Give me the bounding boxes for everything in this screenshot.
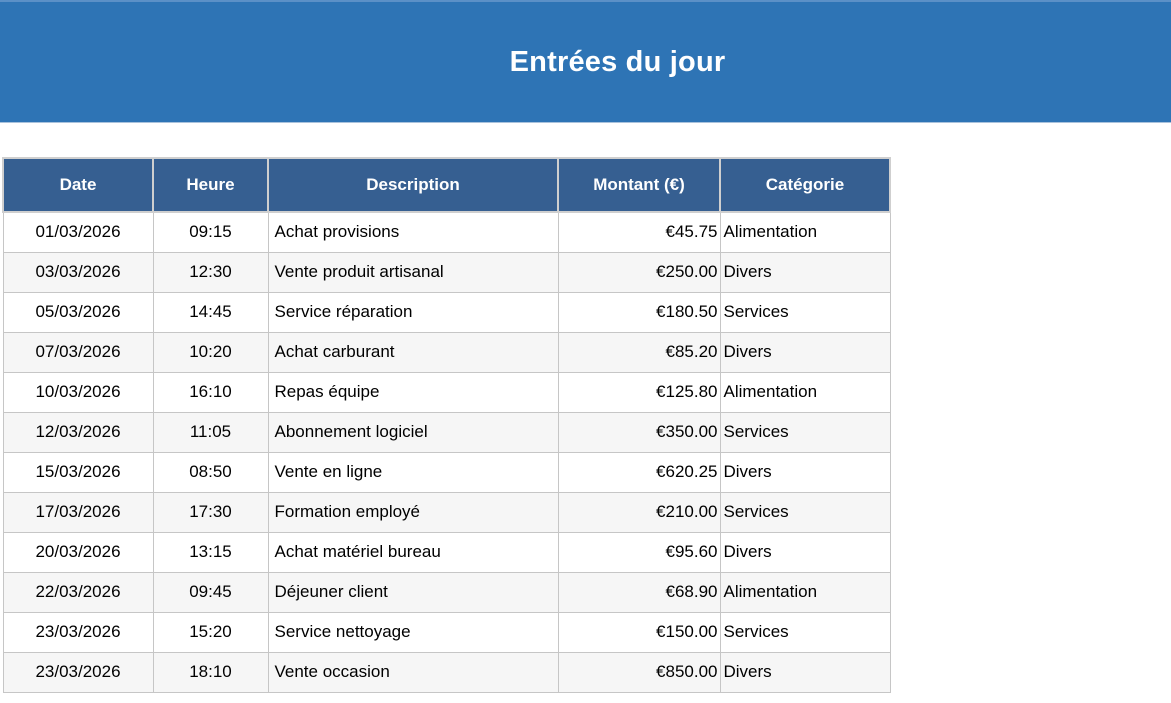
table-row: 12/03/2026 11:05 Abonnement logiciel €35… xyxy=(2,411,891,453)
cell-date: 15/03/2026 xyxy=(2,451,154,493)
table-header-row: Date Heure Description Montant (€) Catég… xyxy=(2,157,891,213)
cell-description: Service nettoyage xyxy=(267,611,559,653)
cell-description: Service réparation xyxy=(267,291,559,333)
cell-heure: 11:05 xyxy=(152,411,269,453)
table-row: 23/03/2026 18:10 Vente occasion €850.00 … xyxy=(2,651,891,693)
cell-categorie: Divers xyxy=(719,331,891,373)
cell-categorie: Services xyxy=(719,491,891,533)
cell-description: Achat provisions xyxy=(267,211,559,253)
cell-description: Formation employé xyxy=(267,491,559,533)
cell-heure: 12:30 xyxy=(152,251,269,293)
cell-montant: €250.00 xyxy=(557,251,721,293)
cell-montant: €85.20 xyxy=(557,331,721,373)
table-row: 20/03/2026 13:15 Achat matériel bureau €… xyxy=(2,531,891,573)
cell-categorie: Services xyxy=(719,291,891,333)
cell-description: Déjeuner client xyxy=(267,571,559,613)
cell-categorie: Divers xyxy=(719,651,891,693)
cell-heure: 08:50 xyxy=(152,451,269,493)
cell-heure: 13:15 xyxy=(152,531,269,573)
table-row: 07/03/2026 10:20 Achat carburant €85.20 … xyxy=(2,331,891,373)
table-row: 03/03/2026 12:30 Vente produit artisanal… xyxy=(2,251,891,293)
cell-description: Vente en ligne xyxy=(267,451,559,493)
cell-description: Achat matériel bureau xyxy=(267,531,559,573)
cell-montant: €45.75 xyxy=(557,211,721,253)
cell-categorie: Divers xyxy=(719,251,891,293)
cell-montant: €350.00 xyxy=(557,411,721,453)
cell-heure: 18:10 xyxy=(152,651,269,693)
table-row: 01/03/2026 09:15 Achat provisions €45.75… xyxy=(2,211,891,253)
cell-heure: 09:45 xyxy=(152,571,269,613)
cell-date: 23/03/2026 xyxy=(2,611,154,653)
cell-heure: 17:30 xyxy=(152,491,269,533)
cell-categorie: Divers xyxy=(719,531,891,573)
cell-heure: 15:20 xyxy=(152,611,269,653)
cell-categorie: Alimentation xyxy=(719,571,891,613)
cell-categorie: Divers xyxy=(719,451,891,493)
column-header-heure: Heure xyxy=(152,157,269,213)
cell-date: 20/03/2026 xyxy=(2,531,154,573)
table-row: 10/03/2026 16:10 Repas équipe €125.80 Al… xyxy=(2,371,891,413)
table-row: 22/03/2026 09:45 Déjeuner client €68.90 … xyxy=(2,571,891,613)
cell-montant: €95.60 xyxy=(557,531,721,573)
column-header-categorie: Catégorie xyxy=(719,157,891,213)
cell-description: Repas équipe xyxy=(267,371,559,413)
cell-description: Abonnement logiciel xyxy=(267,411,559,453)
table-header: Date Heure Description Montant (€) Catég… xyxy=(2,157,891,213)
cell-date: 07/03/2026 xyxy=(2,331,154,373)
cell-description: Achat carburant xyxy=(267,331,559,373)
cell-categorie: Services xyxy=(719,611,891,653)
table-row: 17/03/2026 17:30 Formation employé €210.… xyxy=(2,491,891,533)
cell-date: 12/03/2026 xyxy=(2,411,154,453)
cell-heure: 09:15 xyxy=(152,211,269,253)
cell-date: 22/03/2026 xyxy=(2,571,154,613)
table-body: 01/03/2026 09:15 Achat provisions €45.75… xyxy=(2,211,891,693)
cell-date: 10/03/2026 xyxy=(2,371,154,413)
column-header-date: Date xyxy=(2,157,154,213)
table-row: 05/03/2026 14:45 Service réparation €180… xyxy=(2,291,891,333)
cell-montant: €150.00 xyxy=(557,611,721,653)
page-title: Entrées du jour xyxy=(509,45,726,78)
cell-description: Vente occasion xyxy=(267,651,559,693)
cell-date: 23/03/2026 xyxy=(2,651,154,693)
cell-montant: €68.90 xyxy=(557,571,721,613)
cell-montant: €620.25 xyxy=(557,451,721,493)
cell-date: 05/03/2026 xyxy=(2,291,154,333)
cell-montant: €125.80 xyxy=(557,371,721,413)
cell-montant: €180.50 xyxy=(557,291,721,333)
entries-table-container: Date Heure Description Montant (€) Catég… xyxy=(2,157,1171,693)
table-row: 15/03/2026 08:50 Vente en ligne €620.25 … xyxy=(2,451,891,493)
cell-montant: €210.00 xyxy=(557,491,721,533)
title-banner: Entrées du jour xyxy=(0,0,1171,123)
cell-heure: 16:10 xyxy=(152,371,269,413)
cell-categorie: Services xyxy=(719,411,891,453)
column-header-montant: Montant (€) xyxy=(557,157,721,213)
cell-heure: 10:20 xyxy=(152,331,269,373)
cell-categorie: Alimentation xyxy=(719,211,891,253)
table-row: 23/03/2026 15:20 Service nettoyage €150.… xyxy=(2,611,891,653)
cell-date: 17/03/2026 xyxy=(2,491,154,533)
cell-date: 01/03/2026 xyxy=(2,211,154,253)
cell-date: 03/03/2026 xyxy=(2,251,154,293)
cell-heure: 14:45 xyxy=(152,291,269,333)
cell-categorie: Alimentation xyxy=(719,371,891,413)
entries-table: Date Heure Description Montant (€) Catég… xyxy=(2,157,891,693)
column-header-description: Description xyxy=(267,157,559,213)
cell-montant: €850.00 xyxy=(557,651,721,693)
cell-description: Vente produit artisanal xyxy=(267,251,559,293)
